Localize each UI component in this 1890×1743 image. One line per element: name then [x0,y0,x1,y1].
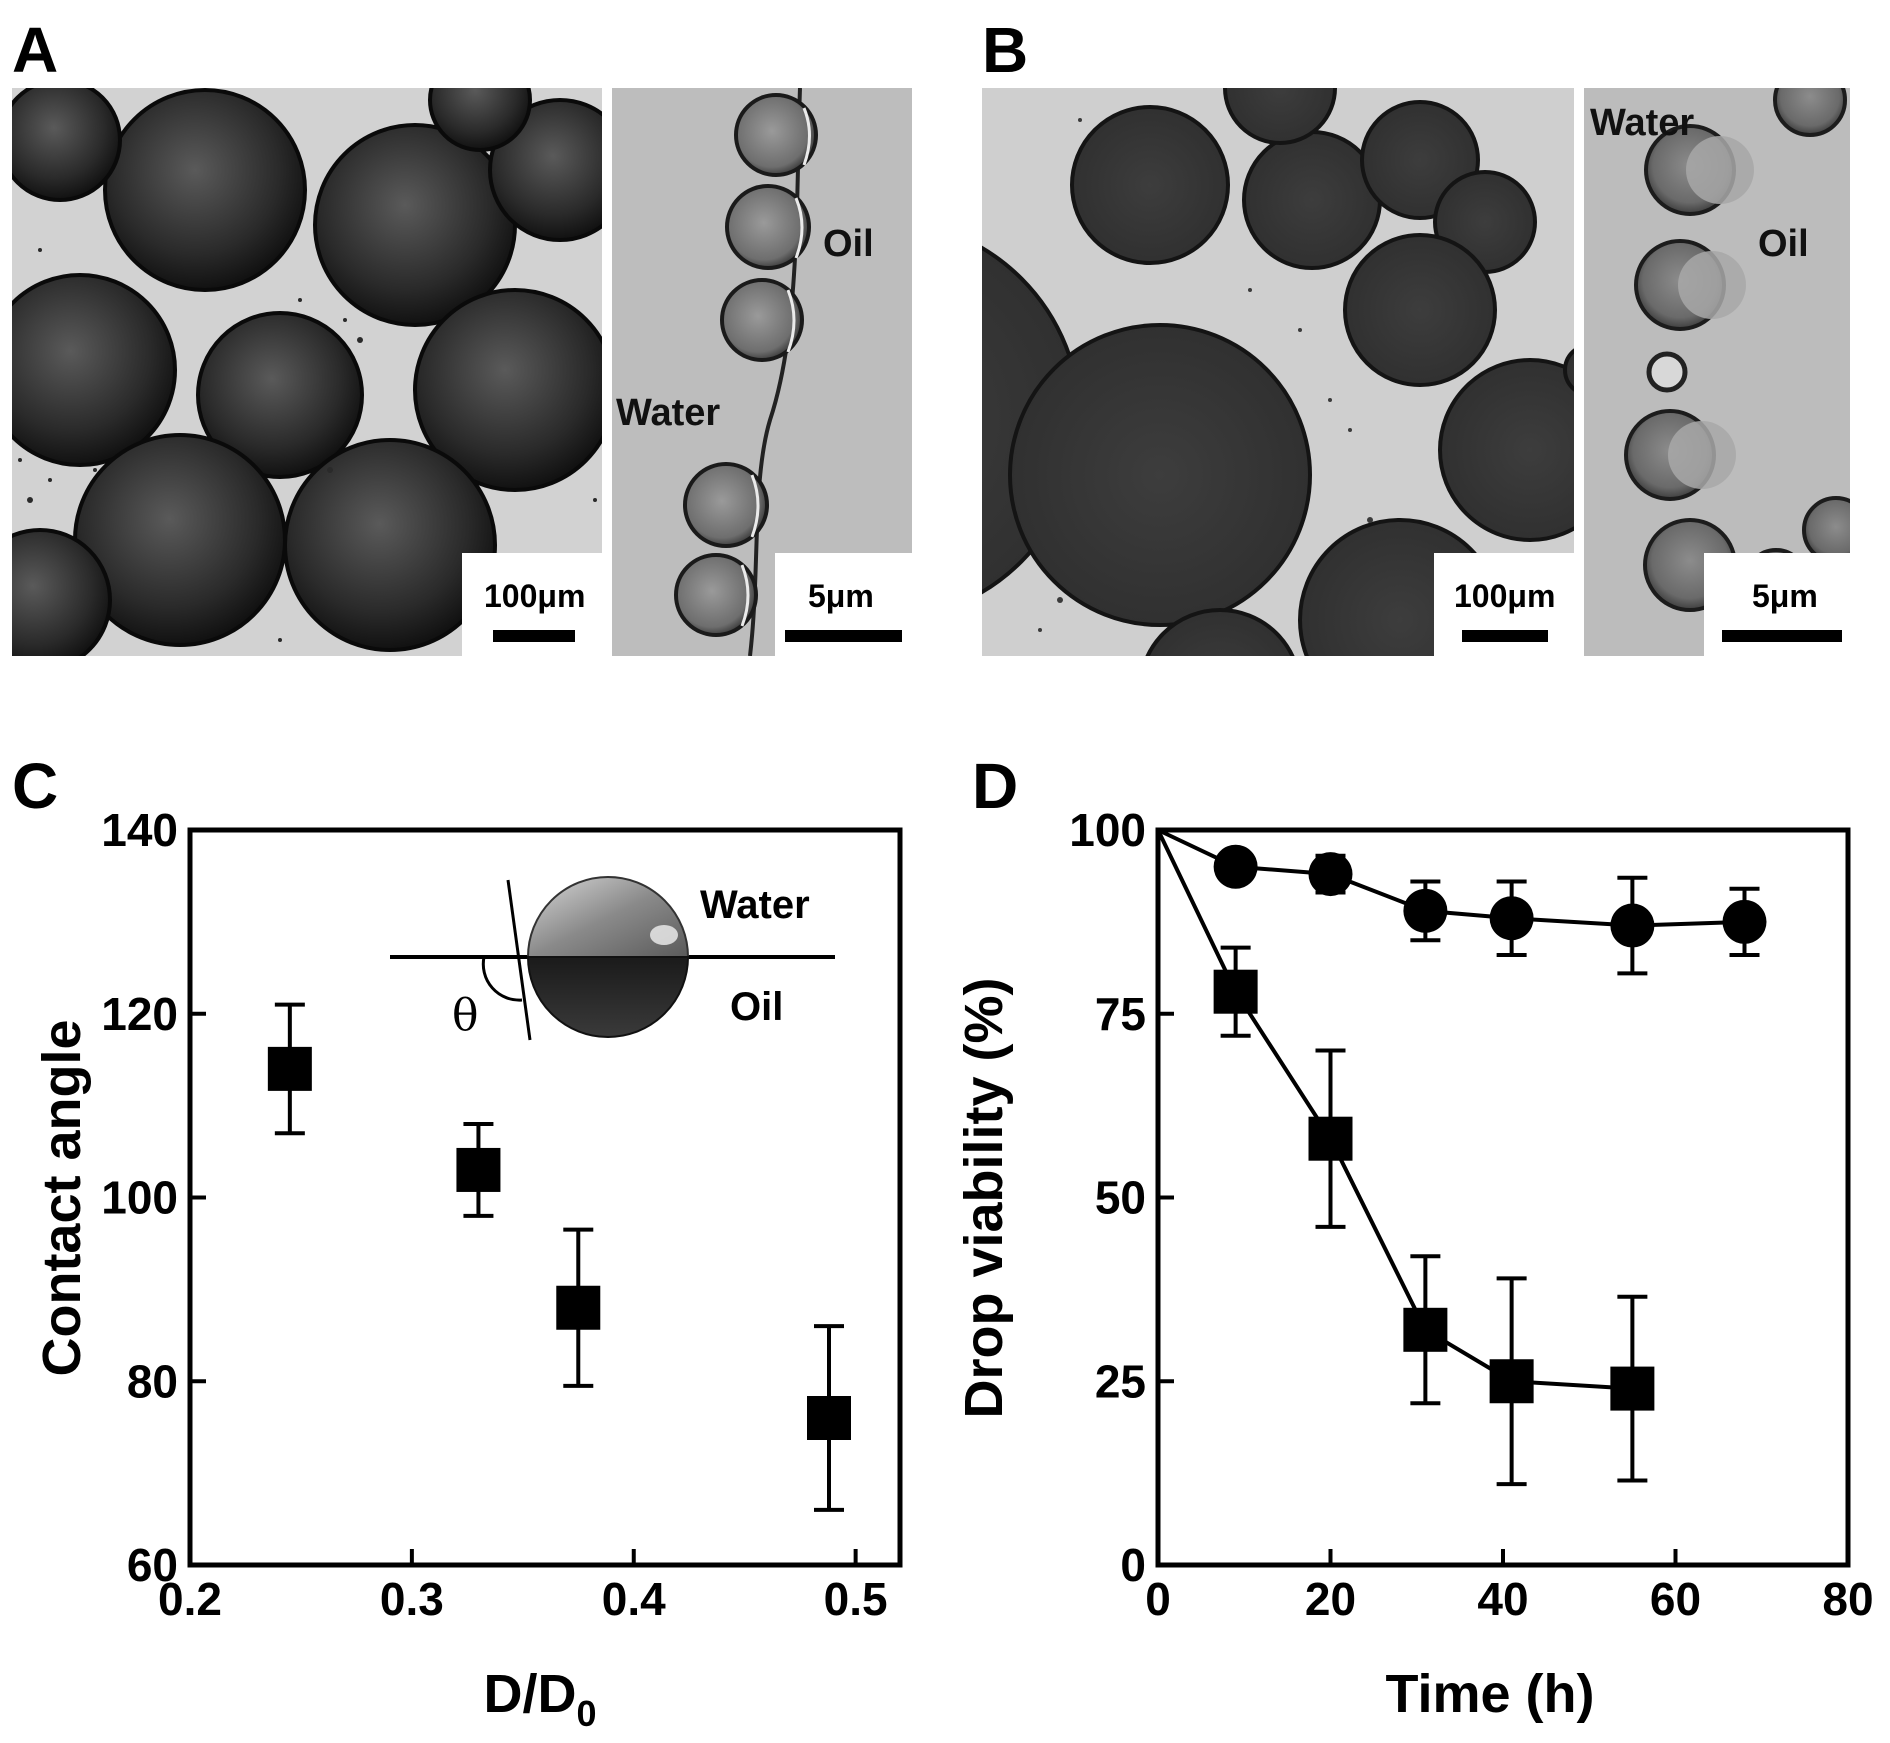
panel-c-ytick-label: 120 [101,988,178,1040]
panel-d-xtick-label: 20 [1305,1573,1356,1625]
panel-c-xtick-label: 0.2 [158,1573,222,1625]
panel-d-ytick-label: 50 [1095,1172,1146,1224]
panel-a-label: A [12,14,58,86]
panel-d-series-square-line [1156,829,1633,1391]
panel-c-inset-theta: θ [452,990,479,1041]
panel-d-ytick-label: 75 [1095,988,1146,1040]
panel-c-xtick-label: 0.5 [824,1573,888,1625]
panel-d-xtick-label: 80 [1822,1573,1873,1625]
panel-c-data-point [456,1147,501,1192]
panel-b-water-label: Water [1590,102,1694,144]
panel-c-ytick-label: 100 [101,1172,178,1224]
panel-d-label: D [972,750,1018,822]
panel-d-circle-point [1489,896,1534,941]
panel-d-xtick-label: 60 [1650,1573,1701,1625]
panel-c-xtick-label: 0.4 [602,1573,666,1625]
panel-c-chart: Contact angle D/D0 Water Oil θ 0.2 0.3 0.4… [32,804,903,1734]
panel-d-ylabel: Drop viability (%) [954,977,1014,1418]
panel-c-xlabel: D/D0 [483,1664,596,1734]
panel-a-left-micrograph: 100μm [12,88,602,656]
panel-a-right-scale-text: 5μm [808,578,874,614]
panel-c-ytick-label: 140 [101,804,178,856]
panel-a-water-label: Water [616,392,720,434]
panel-c-data-point [556,1285,601,1330]
panel-c-data-point [267,1046,312,1091]
panel-d-chart: Drop viability (%) Time (h) 0 20 40 60 80 0 25… [954,804,1874,1724]
panel-a-left-scalebar: 100μm [462,553,602,656]
panel-c-inset-droplet-bottom [526,956,690,1038]
panel-c-label: C [12,750,58,822]
panel-c-inset-water: Water [700,883,810,927]
panel-c-ylabel: Contact angle [32,1019,92,1376]
panel-b-oil-label: Oil [1758,223,1809,265]
panel-c-inset-angle-arc [481,956,523,1002]
panel-d-circle-point [1403,888,1448,933]
panel-a-right-micrograph: Oil Water 5μm [612,88,912,656]
panel-d-square-point [1489,1359,1534,1404]
panel-d-xtick-label: 40 [1477,1573,1528,1625]
panel-d-ytick-label: 0 [1120,1539,1146,1591]
panel-b-left-scalebar: 100μm [1434,553,1574,656]
panel-a-oil-label: Oil [823,223,874,265]
panel-d-square-point [1403,1307,1448,1352]
panel-c-xtick-label: 0.3 [380,1573,444,1625]
panel-a-right-scalebar: 5μm [775,553,912,656]
panel-d-square-point [1213,969,1258,1014]
panel-d-circle-point [1610,903,1655,948]
panel-d-ytick-label: 100 [1069,804,1146,856]
panel-b-right-scalebar: 5μm [1704,553,1850,656]
panel-b-right-scale-text: 5μm [1752,578,1818,614]
panel-d-circle-point [1213,844,1258,889]
panel-d-ytick-label: 25 [1095,1355,1146,1407]
panel-c-inset-highlight [650,925,678,945]
panel-c-data-point [807,1396,851,1440]
panel-c-inset-oil: Oil [730,985,783,1029]
panel-c-xlabel-subscript: 0 [576,1693,596,1734]
panel-a-left-scale-text: 100μm [484,578,585,614]
panel-c-ytick-label: 80 [127,1355,178,1407]
panel-d-square-point [1610,1366,1655,1411]
panel-d-xtick-label: 0 [1145,1573,1171,1625]
panel-d-circle-point [1308,852,1353,897]
panel-d-circle-point [1722,899,1767,944]
panel-b-left-micrograph: 100μm [982,88,1574,656]
panel-d-xlabel: Time (h) [1385,1664,1594,1724]
panel-d-square-point [1308,1116,1353,1161]
panel-c-inset-tangent-line [506,879,532,1041]
panel-c-xlabel-main: D/D [483,1664,576,1724]
panel-c-inset-droplet-top [526,876,690,958]
panel-b-left-scale-text: 100μm [1454,578,1555,614]
panel-c-ytick-label: 60 [127,1539,178,1591]
panel-b-label: B [982,14,1028,86]
panel-b-right-micrograph: Water Oil 5μm [1584,88,1850,656]
panel-c-inset: Water Oil θ [390,876,835,1041]
